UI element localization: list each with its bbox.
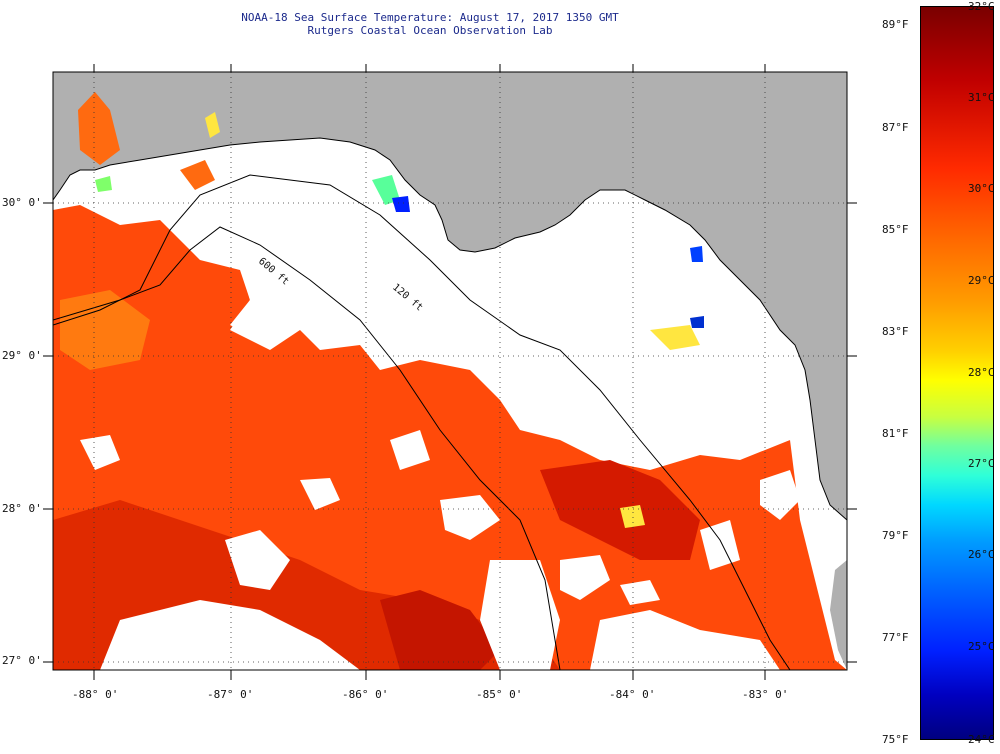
coastline <box>53 137 847 521</box>
colorbar-c-label: 32°C <box>968 0 995 13</box>
lon-label-83: -83° 0' <box>742 688 789 701</box>
map-subtitle: Rutgers Coastal Ocean Observation Lab <box>307 24 553 37</box>
map-ticks <box>43 64 857 680</box>
isobath-600ft <box>53 226 561 670</box>
colorbar-c-label: 25°C <box>968 640 995 653</box>
colorbar-f-label: 87°F <box>882 121 909 134</box>
colorbar-c-label: 28°C <box>968 366 995 379</box>
map-title: NOAA-18 Sea Surface Temperature: August … <box>241 11 619 24</box>
lon-label-84: -84° 0' <box>609 688 656 701</box>
lat-label-29: 29° 0' <box>2 349 42 362</box>
colorbar-c-label: 30°C <box>968 182 995 195</box>
map-frame <box>52 71 848 671</box>
lon-label-88: -88° 0' <box>72 688 119 701</box>
colorbar-f-label: 79°F <box>882 529 909 542</box>
colorbar-f-label: 85°F <box>882 223 909 236</box>
lon-label-86: -86° 0' <box>342 688 389 701</box>
cool-water-patches <box>95 112 704 528</box>
lat-label-28: 28° 0' <box>2 502 42 515</box>
colorbar-f-label: 83°F <box>882 325 909 338</box>
colorbar-f-label: 81°F <box>882 427 909 440</box>
colorbar-c-label: 29°C <box>968 274 995 287</box>
colorbar-f-label: 77°F <box>882 631 909 644</box>
land-mass <box>53 72 847 520</box>
lat-label-27: 27° 0' <box>2 654 42 667</box>
colorbar-c-label: 24°C <box>968 733 995 746</box>
isobath-120ft <box>53 174 791 670</box>
colorbar-c-label: 31°C <box>968 91 995 104</box>
temperature-colorbar <box>920 6 994 740</box>
colorbar-f-label: 89°F <box>882 18 909 31</box>
lat-label-30: 30° 0' <box>2 196 42 209</box>
colorbar-c-label: 26°C <box>968 548 995 561</box>
colorbar-f-label: 75°F <box>882 733 909 746</box>
lon-label-85: -85° 0' <box>476 688 523 701</box>
lon-label-87: -87° 0' <box>207 688 254 701</box>
land-southeast-coast <box>830 560 847 670</box>
colorbar-c-label: 27°C <box>968 457 995 470</box>
